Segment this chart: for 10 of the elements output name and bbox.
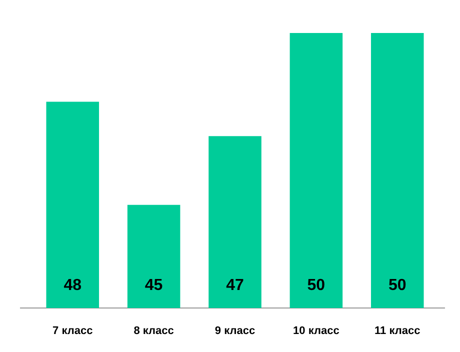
- data-label: 47: [226, 277, 244, 294]
- x-tick-label: 10 класс: [293, 325, 340, 337]
- data-label: 50: [307, 277, 326, 294]
- data-label: 48: [64, 277, 82, 294]
- x-tick-label: 8 класс: [134, 325, 174, 337]
- x-tick-label: 7 класс: [52, 325, 93, 337]
- x-tick-label: 9 класс: [214, 325, 256, 337]
- data-label: 45: [144, 277, 163, 294]
- x-tick-label: 11 класс: [374, 325, 420, 337]
- data-label: 50: [388, 277, 406, 294]
